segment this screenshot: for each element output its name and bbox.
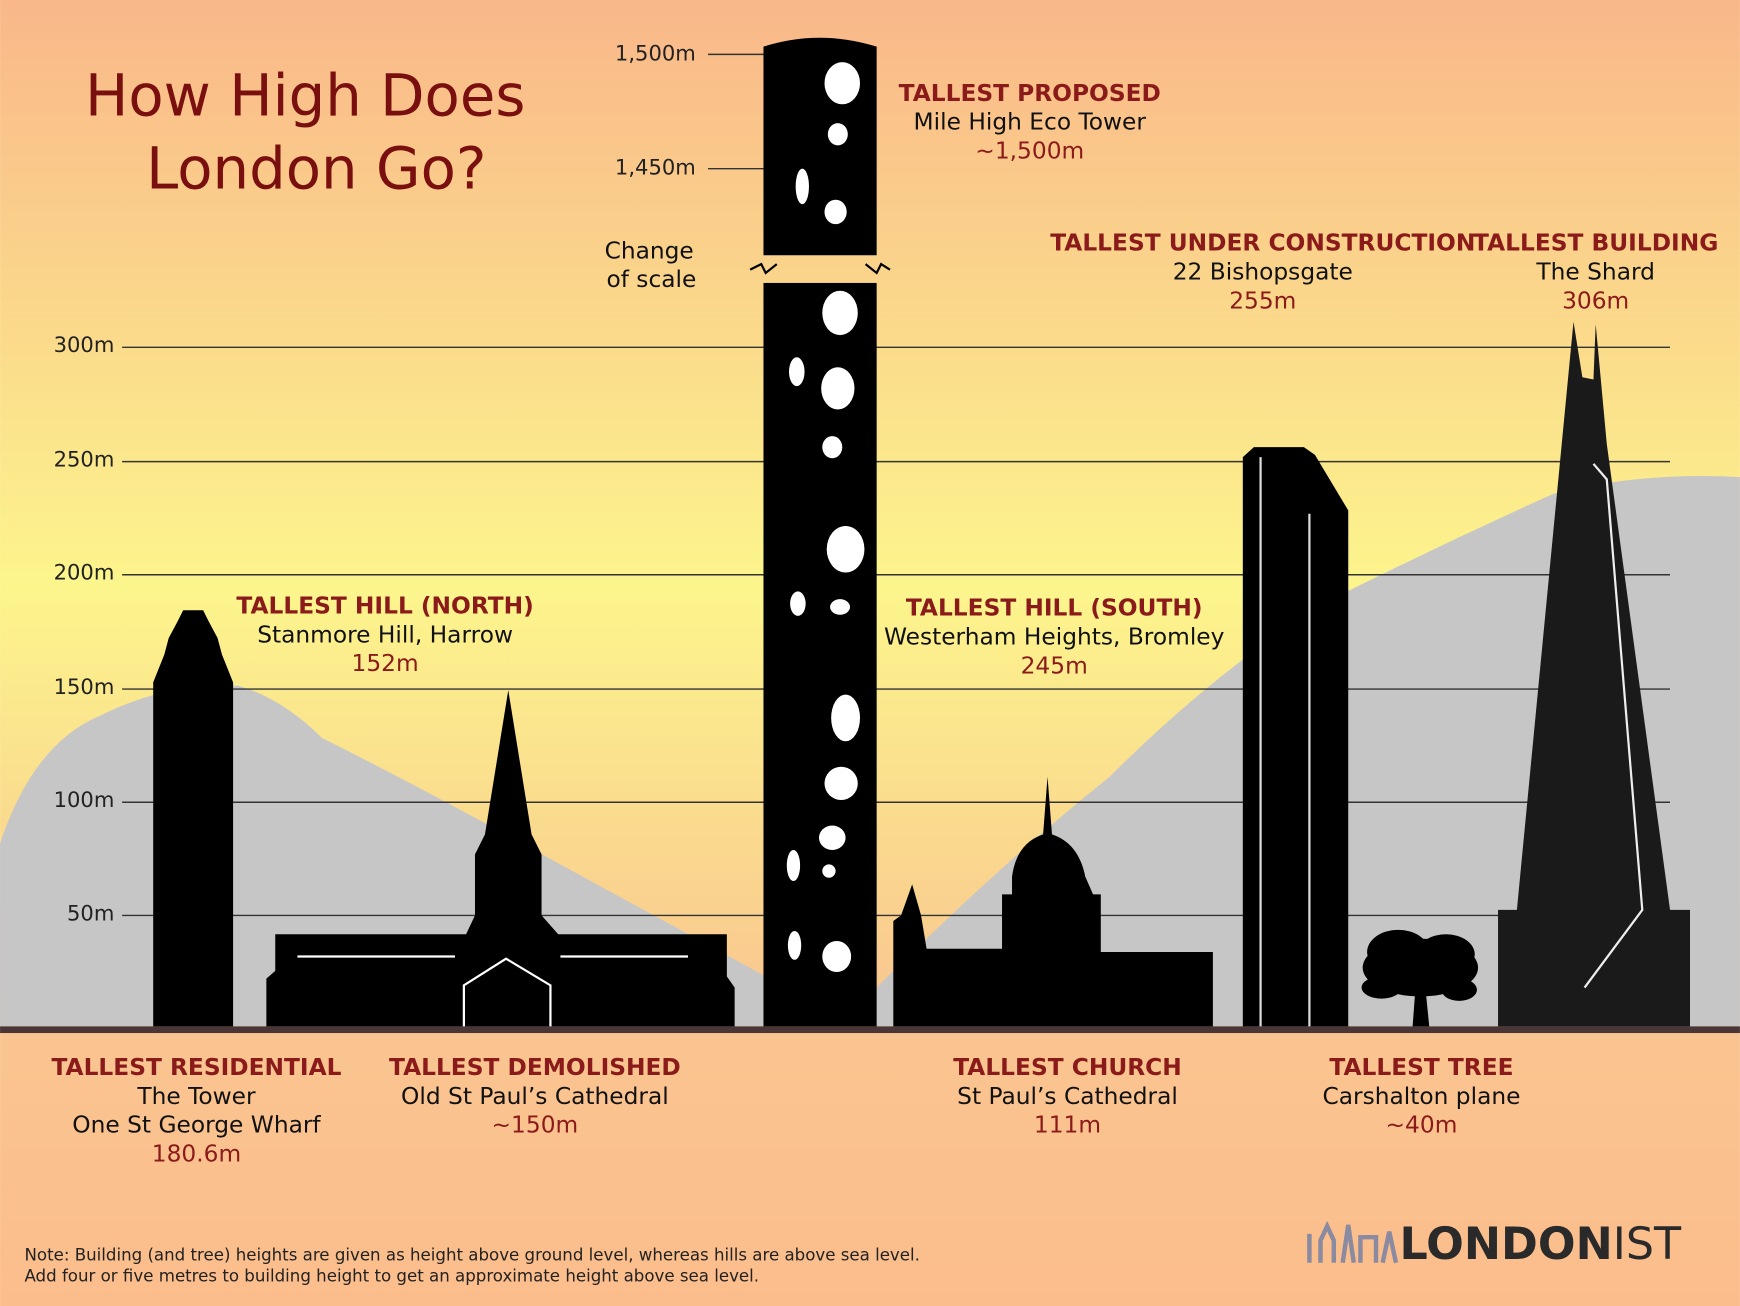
logo-light: IST: [1613, 1219, 1682, 1270]
svg-text:LONDONIST: LONDONIST: [1399, 1219, 1682, 1270]
note: Note: Building (and tree) heights are gi…: [24, 1246, 919, 1265]
tick-label: 150m: [54, 674, 115, 699]
note: Add four or five metres to building heig…: [24, 1267, 759, 1286]
label-height: 245m: [1021, 652, 1088, 679]
shard-line: [1583, 463, 1644, 989]
label-heading: TALLEST HILL (NORTH): [236, 592, 533, 619]
tick-label: 100m: [54, 787, 115, 812]
label-height: 306m: [1562, 287, 1629, 314]
eco-tower: [749, 37, 891, 1027]
label-height: 255m: [1229, 287, 1296, 314]
shard: [1498, 321, 1690, 1027]
label-name: The Tower: [136, 1083, 256, 1110]
label-heading: TALLEST RESIDENTIAL: [51, 1054, 341, 1081]
scale-tick-label: 1,450m: [615, 155, 696, 180]
logo-bold: LONDON: [1399, 1219, 1612, 1270]
label-height: 152m: [352, 650, 419, 677]
bishopsgate-lines: [1259, 457, 1311, 1027]
label-height: 111m: [1034, 1112, 1101, 1139]
label-name: 22 Bishopsgate: [1173, 258, 1353, 285]
title: How High Does: [85, 61, 525, 129]
label-heading: TALLEST UNDER CONSTRUCTION: [1050, 230, 1475, 257]
label-name: Mile High Eco Tower: [914, 109, 1147, 136]
scale-note: of scale: [606, 266, 696, 293]
logo: LONDONIST: [1307, 1219, 1682, 1270]
bishopsgate: [1242, 447, 1349, 1027]
tick-label: 200m: [54, 560, 115, 585]
scale-note: Change: [605, 237, 694, 264]
label-height: ~1,500m: [975, 138, 1084, 165]
tick-label: 250m: [54, 446, 115, 471]
label-name: One St George Wharf: [72, 1112, 321, 1139]
old-st-pauls: [266, 690, 735, 1027]
old-st-pauls-outline: [297, 955, 689, 1027]
label-heading: TALLEST TREE: [1329, 1054, 1513, 1081]
label-name: Carshalton plane: [1322, 1083, 1520, 1110]
st-pauls: [893, 776, 1213, 1027]
tick-label: 300m: [54, 332, 115, 357]
label-height: 180.6m: [152, 1141, 241, 1168]
label-name: St Paul’s Cathedral: [957, 1083, 1178, 1110]
label-name: Stanmore Hill, Harrow: [257, 621, 513, 648]
label-heading: TALLEST BUILDING: [1473, 230, 1718, 257]
grid: 1,500m 1,450m 300m 250m 200m 150m 100m 50m: [54, 40, 1671, 925]
label-name: Westerham Heights, Bromley: [884, 624, 1225, 651]
scale-tick-label: 1,500m: [615, 40, 696, 65]
label-heading: TALLEST DEMOLISHED: [389, 1054, 681, 1081]
residential-tower: [153, 610, 234, 1027]
label-heading: TALLEST CHURCH: [953, 1054, 1182, 1081]
label-height: ~150m: [492, 1112, 579, 1139]
label-heading: TALLEST PROPOSED: [899, 80, 1161, 107]
label-name: Old St Paul’s Cathedral: [401, 1083, 669, 1110]
ground: [0, 1026, 1740, 1034]
label-heading: TALLEST HILL (SOUTH): [906, 595, 1203, 622]
label-name: The Shard: [1535, 258, 1655, 285]
tick-label: 50m: [67, 900, 114, 925]
title: London Go?: [146, 135, 486, 203]
tree: [1361, 929, 1479, 1027]
label-height: ~40m: [1386, 1112, 1458, 1139]
